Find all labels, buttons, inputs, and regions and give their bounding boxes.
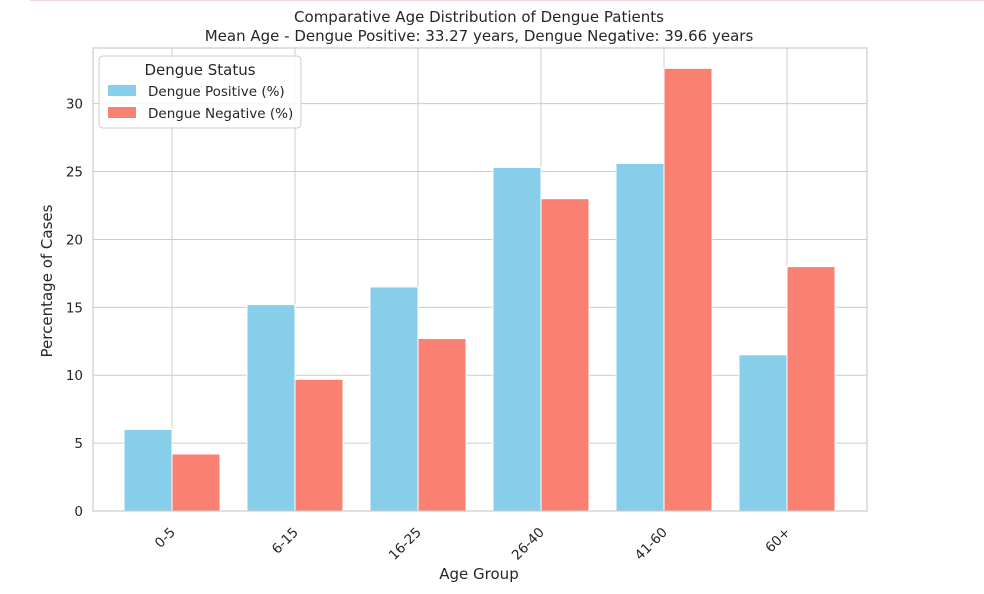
y-tick-label: 10 (66, 368, 83, 384)
x-axis-label: Age Group (439, 565, 518, 583)
bar-dengue-negative-16-25 (417, 338, 467, 512)
top-border-line (30, 0, 984, 1)
chart-subtitle: Mean Age - Dengue Positive: 33.27 years,… (205, 27, 754, 45)
x-tick-label: 16-25 (386, 525, 425, 564)
plot-frame (92, 47, 868, 512)
x-tick-label: 6-15 (269, 525, 302, 558)
y-tick-label: 5 (74, 436, 83, 452)
legend-swatch-dengue-positive (108, 85, 136, 96)
legend-swatch-dengue-negative (108, 107, 136, 118)
bar-dengue-negative-0-5 (171, 453, 221, 512)
bar-dengue-positive-60+ (738, 354, 788, 512)
bar-dengue-positive-6-15 (246, 304, 296, 512)
bar-dengue-positive-26-40 (492, 166, 542, 512)
y-tick-label: 20 (66, 232, 83, 248)
bar-dengue-negative-60+ (786, 266, 836, 512)
legend-title: Dengue Status (144, 61, 255, 79)
y-tick-label: 25 (66, 165, 83, 181)
bar-dengue-positive-0-5 (123, 429, 173, 512)
y-tick-label: 15 (66, 300, 83, 316)
bar-dengue-positive-16-25 (369, 286, 419, 512)
x-tick-label: 41-60 (632, 525, 671, 564)
legend-label-dengue-positive: Dengue Positive (%) (148, 84, 285, 100)
legend-label-dengue-negative: Dengue Negative (%) (148, 106, 293, 122)
x-tick-labels: 0-5 6-15 16-25 26-40 41-60 60+ (152, 525, 794, 564)
bars (123, 67, 836, 512)
legend-box (98, 55, 302, 129)
bar-dengue-negative-41-60 (663, 67, 713, 512)
y-tick-label: 0 (74, 504, 83, 520)
y-axis-label: Percentage of Cases (38, 204, 56, 357)
y-tick-labels: 0 5 10 15 20 25 30 (66, 97, 83, 520)
chart-title: Comparative Age Distribution of Dengue P… (294, 8, 664, 26)
y-tick-label: 30 (66, 97, 83, 113)
bar-dengue-positive-41-60 (615, 162, 665, 512)
x-tick-label: 0-5 (152, 525, 179, 552)
x-tick-label: 26-40 (509, 525, 548, 564)
x-tick-label: 60+ (762, 525, 793, 556)
bar-dengue-negative-26-40 (540, 198, 590, 512)
bar-dengue-negative-6-15 (294, 378, 344, 512)
legend: Dengue Status Dengue Positive (%) Dengue… (98, 55, 302, 129)
